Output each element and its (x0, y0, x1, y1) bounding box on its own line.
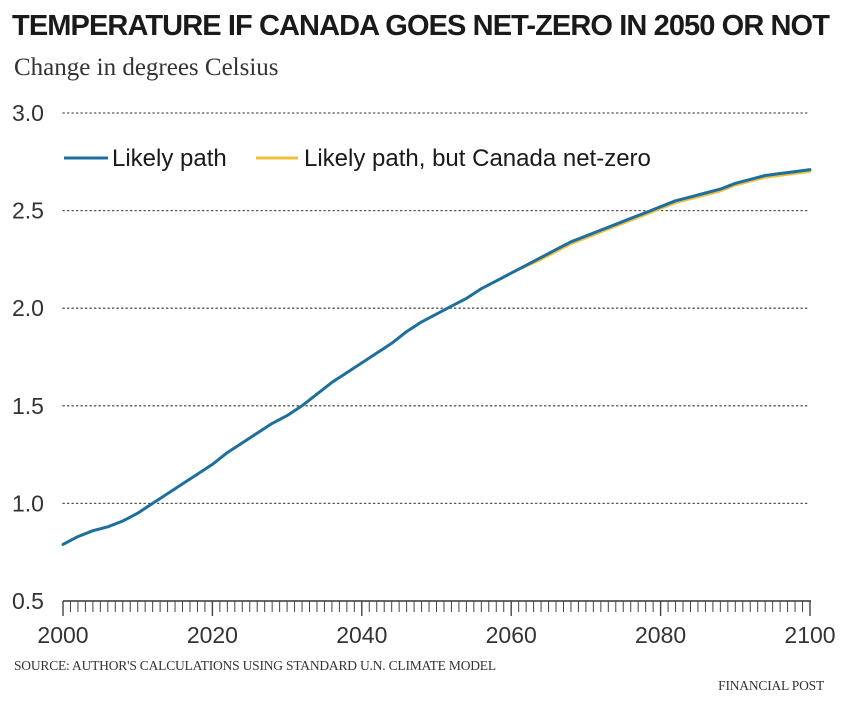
legend-label-net-zero: Likely path, but Canada net-zero (304, 145, 651, 172)
series-line-likely-path (61, 168, 812, 546)
y-tick-label: 2.5 (12, 198, 44, 224)
x-tick-label: 2020 (187, 622, 238, 648)
y-tick-label: 0.5 (12, 588, 44, 614)
y-tick-label: 1.0 (12, 490, 44, 516)
x-tick-label: 2000 (37, 622, 88, 648)
y-tick-label: 1.5 (12, 393, 44, 419)
chart-title: TEMPERATURE IF CANADA GOES NET-ZERO IN 2… (12, 10, 830, 42)
x-tick-label: 2040 (336, 622, 387, 648)
y-tick-label: 2.0 (12, 295, 44, 321)
x-tick-label: 2100 (784, 622, 835, 648)
legend-label-likely-path: Likely path (112, 145, 227, 172)
source-note: SOURCE: AUTHOR'S CALCULATIONS USING STAN… (14, 658, 496, 673)
chart-subtitle: Change in degrees Celsius (14, 54, 279, 81)
x-tick-label: 2080 (635, 622, 686, 648)
x-tick-label: 2060 (486, 622, 537, 648)
y-tick-label: 3.0 (12, 100, 44, 126)
publisher-credit: FINANCIAL POST (718, 678, 824, 693)
